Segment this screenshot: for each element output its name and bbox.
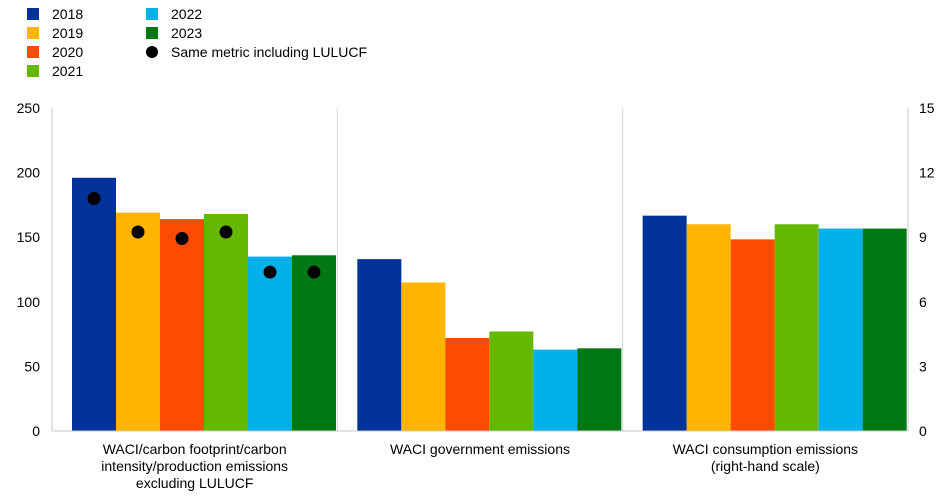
- legend-swatch-2020: [27, 46, 39, 58]
- right-tick-label: 9: [919, 229, 927, 245]
- bar-2020-cat2: [730, 239, 775, 431]
- category-label: WACI consumption emissions: [673, 441, 858, 457]
- bar-2019-cat1: [401, 282, 446, 431]
- legend-label: 2020: [52, 44, 83, 60]
- lulucf-marker-2021: [219, 225, 233, 239]
- legend-swatch-2022: [146, 8, 158, 20]
- legend-label: 2021: [52, 63, 83, 79]
- bar-2019-cat2: [686, 224, 731, 431]
- legend-label: 2019: [52, 25, 83, 41]
- bar-2021-cat1: [489, 331, 534, 431]
- bar-2021-cat0: [204, 213, 248, 431]
- legend-label: 2018: [52, 6, 83, 22]
- lulucf-marker-2020: [175, 231, 189, 245]
- left-tick-label: 50: [24, 358, 40, 374]
- legend-swatch-2021: [27, 65, 39, 77]
- legend-marker-swatch: [146, 46, 158, 58]
- right-tick-label: 0: [919, 423, 927, 439]
- bar-2023-cat2: [862, 228, 907, 431]
- category-label: intensity/production emissions: [101, 458, 288, 474]
- lulucf-marker-2023: [307, 265, 321, 279]
- legend-label: 2023: [171, 25, 202, 41]
- left-tick-label: 100: [17, 294, 41, 310]
- right-tick-label: 15: [919, 100, 935, 116]
- tick-labels: 0 50 100 150 200 250 0 3 6 9 12 15: [17, 100, 935, 439]
- lulucf-markers: [87, 191, 321, 279]
- bar-2022-cat2: [818, 228, 863, 431]
- legend: 2018 2019 2020 2021 2022 2023 Same metric incl…: [27, 6, 367, 79]
- right-tick-label: 12: [919, 165, 935, 181]
- bar-2019-cat0: [116, 212, 160, 431]
- bar-2018-cat1: [357, 259, 402, 431]
- left-tick-label: 200: [17, 165, 41, 181]
- bar-2022-cat1: [533, 349, 578, 431]
- legend-label: 2022: [171, 6, 202, 22]
- left-tick-label: 0: [32, 423, 40, 439]
- axes: [51, 108, 909, 432]
- legend-swatch-2023: [146, 27, 158, 39]
- category-label: (right-hand scale): [711, 458, 820, 474]
- lulucf-marker-2019: [131, 225, 145, 239]
- category-labels: WACI/carbon footprint/carbonintensity/pr…: [101, 441, 858, 491]
- panel-dividers: [336, 108, 624, 431]
- legend-swatch-2019: [27, 27, 39, 39]
- bars: [72, 177, 907, 431]
- bar-2021-cat2: [774, 224, 819, 431]
- bar-2023-cat0: [292, 255, 336, 431]
- bar-2018-cat0: [72, 177, 116, 431]
- left-tick-label: 250: [17, 100, 41, 116]
- right-tick-label: 6: [919, 294, 927, 310]
- category-label: WACI/carbon footprint/carbon: [103, 441, 287, 457]
- lulucf-marker-2018: [87, 191, 101, 205]
- category-label: excluding LULUCF: [136, 475, 254, 491]
- bar-2022-cat0: [248, 256, 292, 431]
- legend-label: Same metric including LULUCF: [171, 44, 367, 60]
- category-label: WACI government emissions: [390, 441, 570, 457]
- bar-2020-cat0: [160, 219, 204, 431]
- legend-swatch-2018: [27, 8, 39, 20]
- bar-2018-cat2: [642, 215, 687, 431]
- lulucf-marker-2022: [263, 265, 277, 279]
- bar-2020-cat1: [445, 337, 490, 431]
- left-tick-label: 150: [17, 229, 41, 245]
- bar-2023-cat1: [577, 348, 622, 431]
- right-tick-label: 3: [919, 358, 927, 374]
